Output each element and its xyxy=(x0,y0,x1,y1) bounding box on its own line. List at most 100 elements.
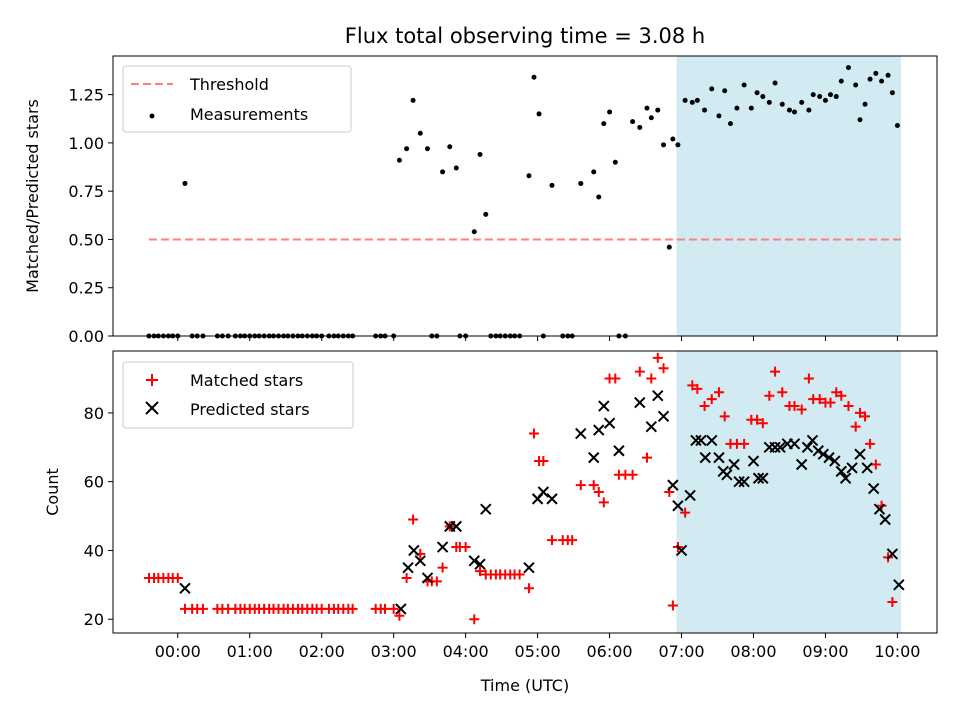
measurement-point xyxy=(612,159,618,165)
matched-star-point xyxy=(836,390,847,401)
measurement-point xyxy=(483,211,489,217)
measurement-point xyxy=(845,65,851,71)
matched-star-point xyxy=(523,583,534,594)
matched-star-point xyxy=(667,600,678,611)
predicted-star-point xyxy=(546,493,558,505)
measurement-point xyxy=(879,78,885,84)
predicted-stars-points xyxy=(179,389,905,615)
measurement-point xyxy=(779,101,785,107)
measurement-point xyxy=(471,229,477,235)
measurement-point xyxy=(827,92,833,98)
bottom-legend: Matched stars Predicted stars xyxy=(122,361,354,429)
measurement-point xyxy=(889,90,895,96)
predicted-star-point xyxy=(598,400,610,412)
predicted-star-point xyxy=(839,472,852,484)
x-tick-label: 08:00 xyxy=(730,642,776,661)
predicted-star-point xyxy=(468,555,480,567)
legend-measurements-label: Measurements xyxy=(190,105,308,124)
predicted-star-point xyxy=(713,451,725,464)
predicted-star-point xyxy=(835,465,847,478)
measurement-point xyxy=(689,99,695,105)
predicted-star-point xyxy=(721,469,733,481)
matched-star-point xyxy=(634,366,645,377)
matched-star-point xyxy=(646,373,657,384)
legend-predicted-swatch xyxy=(145,401,159,415)
predicted-star-point xyxy=(879,513,891,526)
matched-star-point xyxy=(706,394,717,405)
x-tick-label: 06:00 xyxy=(587,642,633,661)
bottom-panel: 00:00 01:00 02:00 03:00 04:00 05:00 06:00 07:00… xyxy=(43,351,938,695)
matched-star-point xyxy=(641,452,652,463)
matched-star-point xyxy=(825,397,836,408)
matched-star-point xyxy=(388,603,399,614)
predicted-star-point xyxy=(657,410,670,423)
matched-star-point xyxy=(380,603,391,614)
measurement-point xyxy=(549,182,555,188)
predicted-star-point xyxy=(774,441,786,454)
matched-star-point xyxy=(719,411,730,422)
measurement-point xyxy=(822,97,828,103)
measurement-point xyxy=(410,97,416,103)
predicted-star-point xyxy=(593,424,605,436)
predicted-star-point xyxy=(806,434,819,447)
measurement-point xyxy=(477,151,483,157)
legend-matched-swatch xyxy=(146,374,158,386)
measurement-point xyxy=(838,78,844,84)
predicted-star-point xyxy=(421,572,434,584)
predicted-star-point xyxy=(408,544,420,557)
predicted-star-point xyxy=(829,455,841,467)
predicted-star-point xyxy=(817,448,830,460)
matched-star-point xyxy=(475,566,486,577)
measurement-point xyxy=(833,94,839,100)
measurement-point xyxy=(630,119,636,125)
measurement-point xyxy=(722,88,728,94)
predicted-star-point xyxy=(886,548,899,560)
measurement-point xyxy=(806,107,812,113)
matched-star-point xyxy=(692,383,703,394)
x-tick-label: 10:00 xyxy=(874,642,920,661)
matched-star-point xyxy=(652,352,663,363)
measurement-point xyxy=(702,107,708,113)
measurement-point xyxy=(867,76,873,82)
matched-star-point xyxy=(408,514,419,525)
measurement-point xyxy=(607,109,613,115)
matched-star-point xyxy=(172,572,183,583)
matched-star-point xyxy=(627,469,638,480)
predicted-star-point xyxy=(436,541,449,553)
predicted-star-point xyxy=(801,441,814,454)
x-tick-label: 02:00 xyxy=(299,642,345,661)
predicted-star-point xyxy=(706,434,718,447)
top-x-ticks xyxy=(177,336,898,341)
measurement-point xyxy=(766,99,772,105)
measurement-point xyxy=(182,180,188,186)
predicted-star-point xyxy=(395,603,407,615)
predicted-star-point xyxy=(846,462,858,474)
matched-star-point xyxy=(401,572,412,583)
predicted-star-point xyxy=(738,475,750,488)
measurement-point xyxy=(754,90,760,96)
matched-star-point xyxy=(437,562,448,573)
predicted-star-point xyxy=(603,417,616,429)
predicted-star-point xyxy=(672,500,684,512)
matched-star-point xyxy=(764,390,775,401)
measurement-point xyxy=(675,142,681,148)
measurement-point xyxy=(727,121,733,127)
measurement-point xyxy=(396,157,402,163)
measurement-point xyxy=(716,113,722,119)
matched-star-point xyxy=(831,387,842,398)
bottom-x-ticks: 00:00 01:00 02:00 03:00 04:00 05:00 06:00 07:00… xyxy=(155,633,920,661)
measurement-point xyxy=(666,244,672,250)
measurement-point xyxy=(670,136,676,142)
matched-star-point xyxy=(777,387,788,398)
predicted-star-point xyxy=(788,438,801,450)
measurement-point xyxy=(578,180,584,186)
top-y-axis-label: Matched/Predicted stars xyxy=(23,99,42,293)
chart-title: Flux total observing time = 3.08 h xyxy=(345,24,705,48)
legend-measurements-swatch xyxy=(149,113,155,119)
predicted-star-point xyxy=(812,445,824,457)
bottom-highlight-span xyxy=(676,351,902,633)
measurement-point xyxy=(447,144,453,150)
top-axes-frame xyxy=(112,55,938,337)
predicted-star-point xyxy=(414,555,426,567)
predicted-star-point xyxy=(699,451,711,464)
